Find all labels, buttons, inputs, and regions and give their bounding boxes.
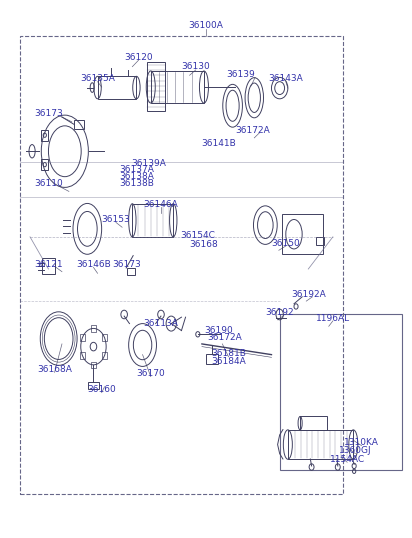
Text: 36100A: 36100A [189, 21, 223, 30]
Text: 36135A: 36135A [80, 74, 115, 83]
Text: 36181B: 36181B [211, 349, 246, 358]
Bar [151, 71, 204, 103]
Text: 36110: 36110 [34, 179, 63, 188]
Text: 36141B: 36141B [201, 139, 236, 148]
Bar [88, 383, 99, 390]
Text: 1360GJ: 1360GJ [339, 447, 372, 456]
Bar [98, 76, 136, 99]
Text: 36172A: 36172A [207, 333, 242, 342]
Text: 36192: 36192 [265, 308, 294, 317]
Text: 1310KA: 1310KA [344, 438, 379, 448]
Text: 36184A: 36184A [211, 357, 246, 365]
Text: 36168: 36168 [190, 240, 218, 250]
Bar [102, 334, 107, 341]
Bar [102, 352, 107, 359]
Bar [74, 120, 84, 129]
Text: 36120: 36120 [124, 53, 153, 62]
Text: 36137A: 36137A [119, 166, 154, 174]
Text: 36130: 36130 [181, 62, 210, 71]
Bar [91, 362, 96, 368]
Bar [42, 159, 48, 170]
Text: 36173: 36173 [34, 109, 63, 118]
Text: 36146B: 36146B [76, 260, 111, 269]
Text: 36172A: 36172A [236, 126, 270, 136]
Text: 36192A: 36192A [291, 289, 325, 299]
Text: 36190: 36190 [204, 326, 233, 335]
Text: 1196AL: 1196AL [316, 314, 350, 323]
Bar [147, 62, 165, 111]
Bar [42, 258, 54, 274]
Text: 36154C: 36154C [180, 231, 215, 240]
Text: 36113A: 36113A [143, 319, 178, 328]
Text: 36153: 36153 [102, 215, 130, 224]
Bar [20, 36, 343, 494]
Text: 1154AC: 1154AC [330, 455, 365, 464]
Bar [316, 237, 324, 245]
Text: 36138B: 36138B [119, 179, 154, 188]
Text: 36139: 36139 [227, 70, 255, 79]
Bar [282, 214, 323, 254]
Text: 36168A: 36168A [37, 365, 72, 374]
Text: 36146A: 36146A [144, 200, 178, 209]
Bar [132, 204, 173, 237]
Text: 36173: 36173 [112, 260, 140, 269]
Bar [80, 334, 85, 341]
Bar [91, 325, 96, 331]
Text: 36139A: 36139A [131, 159, 166, 167]
Bar [80, 352, 85, 359]
Text: 36121: 36121 [34, 260, 63, 269]
Text: 36160: 36160 [87, 385, 116, 394]
Bar [300, 416, 327, 429]
Text: 36138A: 36138A [119, 173, 154, 181]
Bar [280, 315, 403, 470]
Text: 36143A: 36143A [269, 74, 303, 83]
Text: 36170: 36170 [136, 369, 165, 378]
Bar [288, 429, 353, 459]
Bar [206, 353, 218, 364]
Text: 36150: 36150 [272, 239, 300, 248]
Bar [42, 130, 48, 140]
Bar [127, 268, 135, 275]
